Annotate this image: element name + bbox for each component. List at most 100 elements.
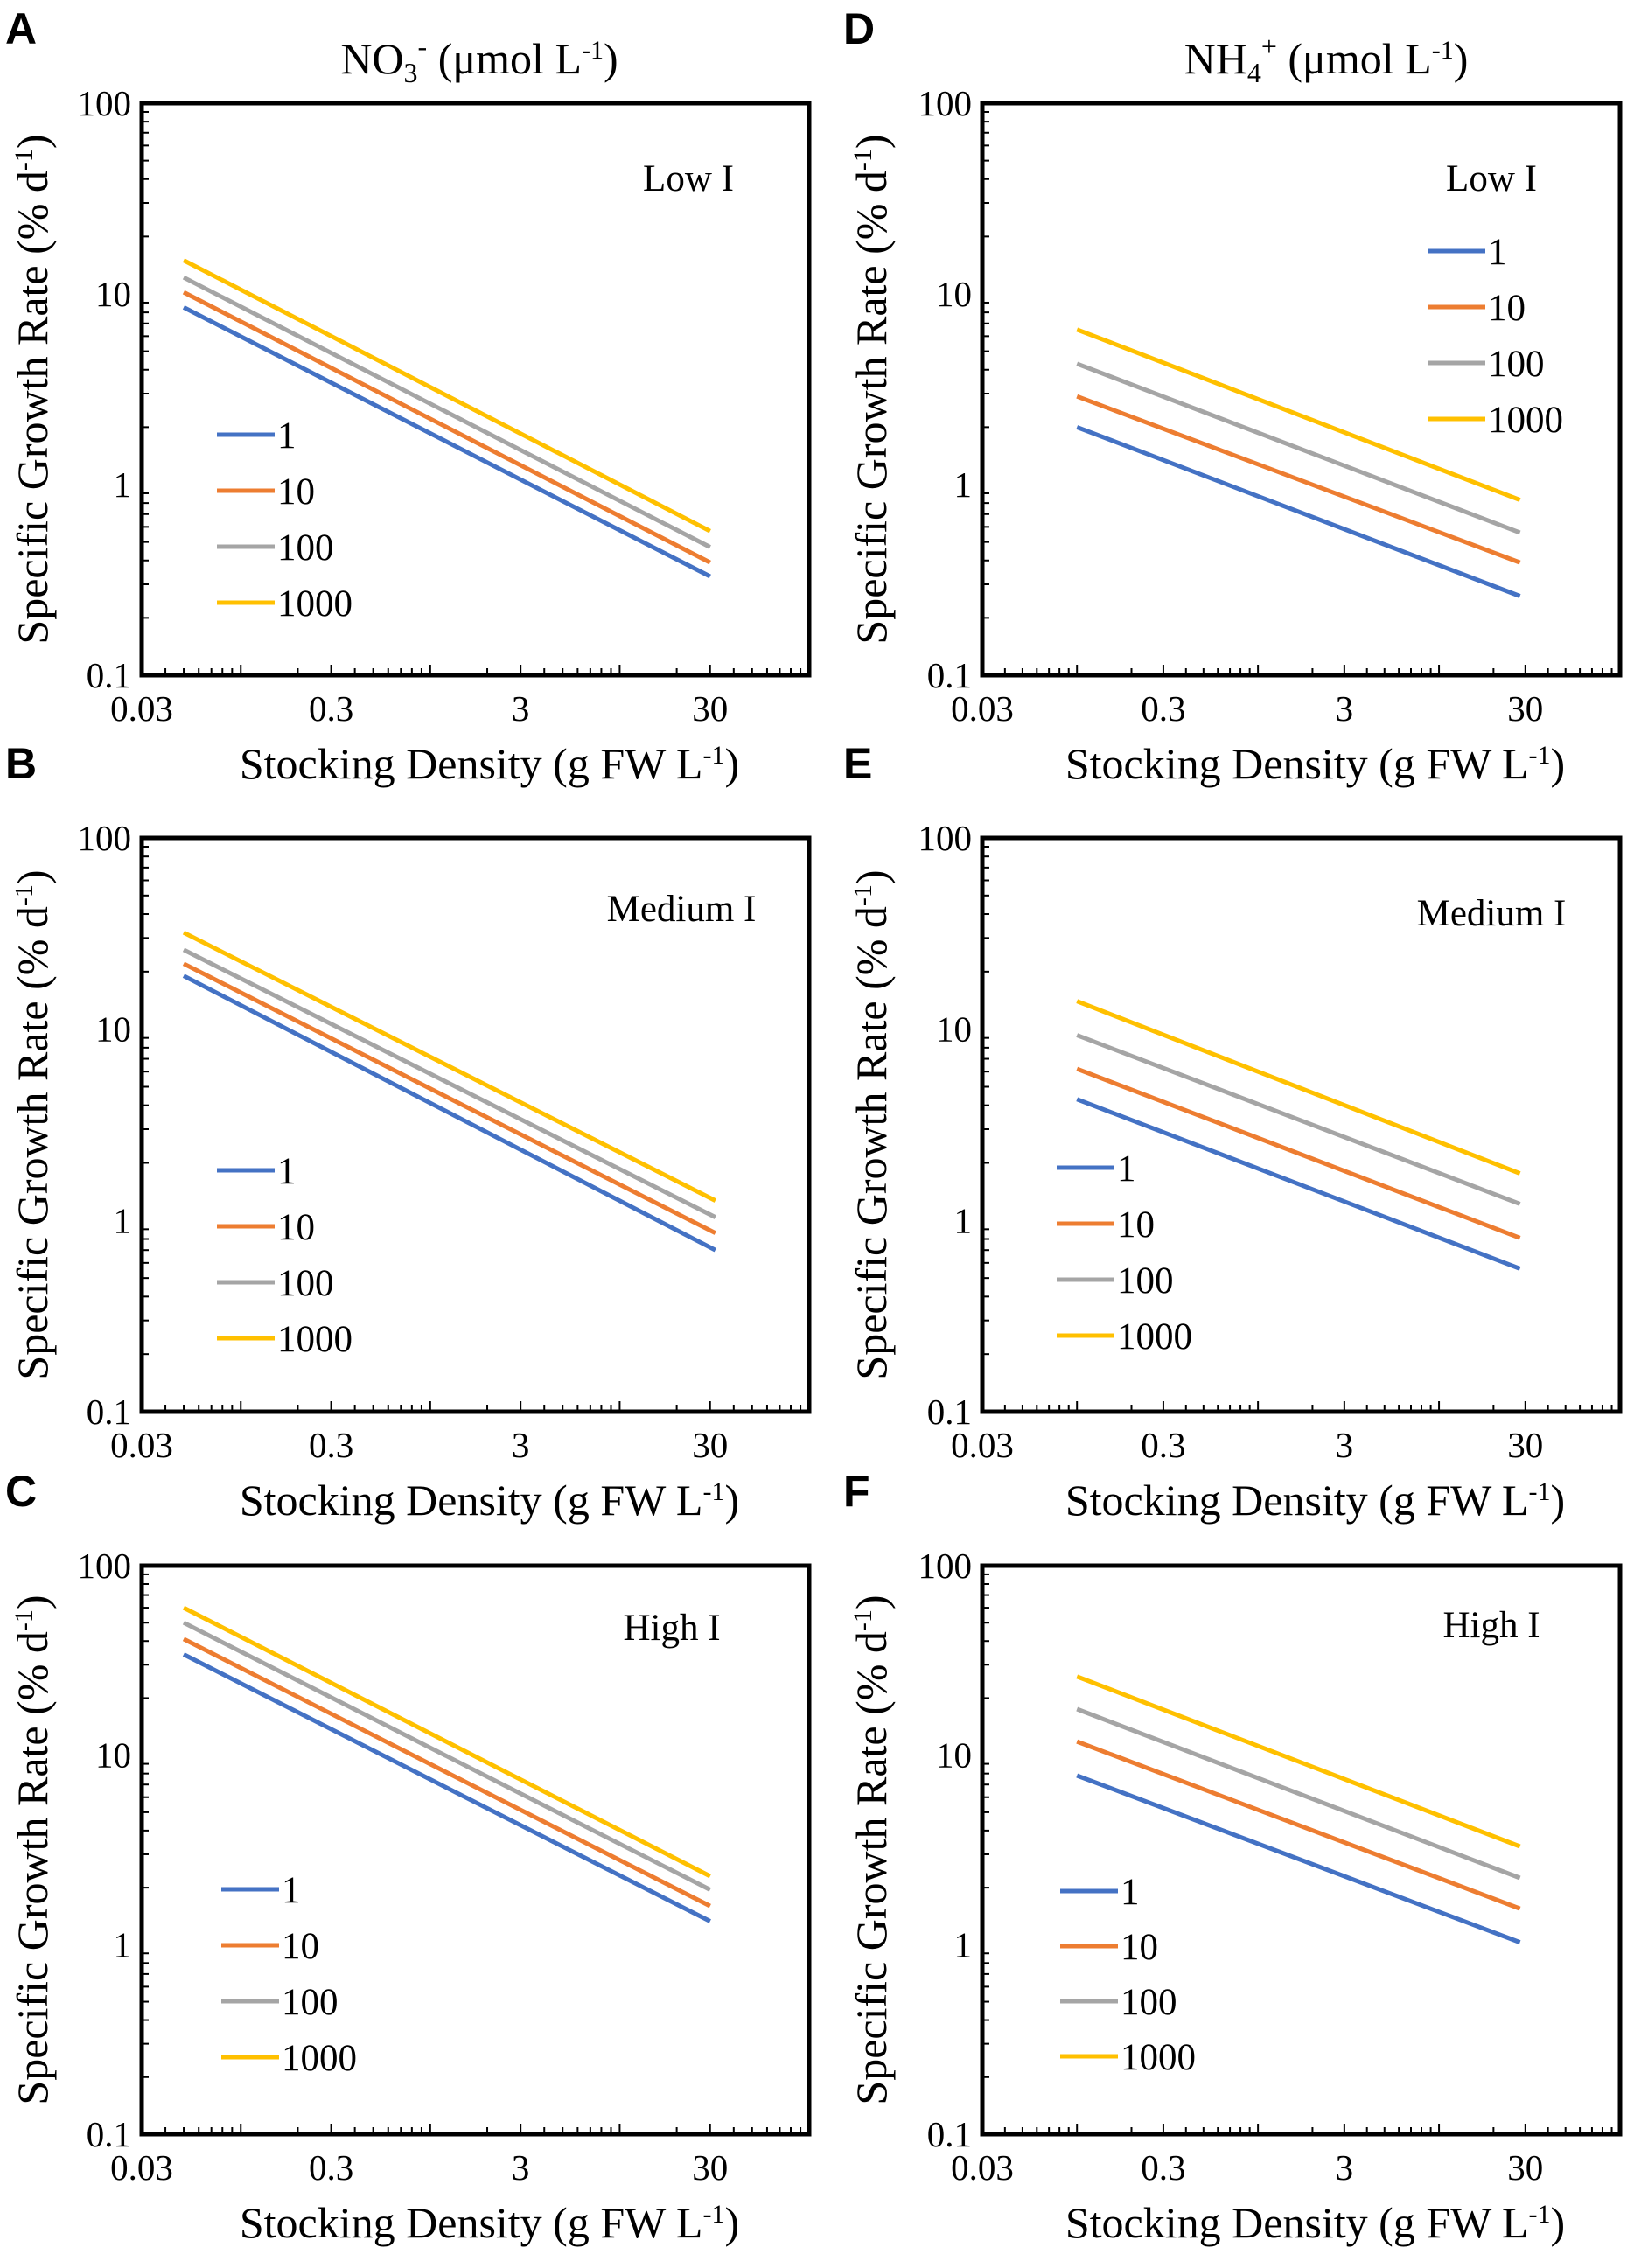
series-line-1 [1076,425,1521,598]
legend-label-10: 10 [282,1926,319,1967]
series-line-10 [1076,1739,1521,1911]
legend-label-1: 1 [1121,1872,1140,1913]
y-tick-label: 100 [78,1546,132,1586]
y-tick-label: 0.1 [87,1392,131,1432]
x-tick-label: 30 [692,1425,728,1465]
legend-label-1000: 1000 [282,2038,357,2079]
light-level-label: Low I [643,158,734,199]
series-line-1000 [182,1605,711,1879]
y-axis-title: Specific Growth Rate (% d-1) [8,1595,57,2104]
y-tick-label: 0.1 [87,655,131,695]
x-axis-title: Stocking Density (g FW L-1) [1065,2198,1565,2247]
y-tick-label: 100 [918,818,973,858]
series-line-1000 [182,258,711,534]
x-tick-label: 3 [512,1425,530,1465]
legend-label-10: 10 [1488,288,1526,329]
legend-label-1000: 1000 [1117,1316,1192,1357]
panel-letter: B [5,739,37,788]
y-tick-label: 100 [918,83,973,123]
y-tick-label: 0.1 [87,2114,131,2154]
series-line-1000 [1076,1674,1521,1849]
x-axis-title: Stocking Density (g FW L-1) [240,2198,739,2247]
panel-a: A 0.03 0.3 3 30 0.1 1 10 100 Low I 1 10 100 1000 Stock… [5,4,812,788]
x-tick-label: 0.03 [951,688,1014,729]
y-axis-title: Specific Growth Rate (% d-1) [8,134,57,644]
legend-label-1: 1 [1488,232,1507,273]
column-title-ammonium: NH4+ (μmol L-1) [1184,31,1469,88]
series-line-1 [1076,1773,1521,1944]
light-level-label: High I [1442,1605,1540,1646]
panel-letter: F [843,1467,870,1516]
x-tick-label: 0.03 [951,2147,1014,2188]
series-line-10 [182,290,711,565]
y-tick-label: 10 [95,274,131,314]
series-line-1000 [182,930,716,1203]
x-tick-label: 3 [1336,1425,1354,1465]
panel-b: B 0.03 0.3 3 30 0.1 1 10 100 Medium I 1 10 100 1000 St… [5,739,812,1525]
x-tick-label: 30 [1507,1425,1543,1465]
x-tick-label: 3 [1336,2147,1354,2188]
series-line-10 [1076,1066,1521,1240]
legend-label-1: 1 [1117,1148,1136,1190]
y-tick-label: 1 [114,1200,132,1240]
x-tick-label: 30 [1507,2147,1543,2188]
y-tick-label: 10 [95,1735,131,1776]
legend-label-1000: 1000 [1121,2037,1196,2078]
panel-letter: A [5,4,37,53]
series-line-100 [182,275,711,549]
legend-label-100: 100 [1488,344,1545,385]
series-line-10 [182,1636,711,1909]
y-tick-label: 0.1 [927,655,972,695]
x-axis-title: Stocking Density (g FW L-1) [240,739,739,788]
legend-label-10: 10 [1121,1927,1158,1968]
light-level-label: Medium I [1417,893,1567,934]
plot-frame [139,101,812,678]
y-tick-label: 1 [114,1924,132,1964]
x-tick-label: 0.03 [951,1425,1014,1465]
plot-frame [980,1563,1623,2137]
legend-label-10: 10 [1117,1204,1155,1246]
y-tick-label: 100 [78,83,132,123]
y-axis-title: Specific Growth Rate (% d-1) [847,1595,896,2104]
plot-frame [980,101,1623,678]
y-tick-label: 10 [936,1009,972,1050]
series-line-100 [182,947,716,1219]
y-axis-title: Specific Growth Rate (% d-1) [847,134,896,644]
x-tick-label: 30 [1507,688,1543,729]
legend-label-1: 1 [277,1151,297,1192]
panel-letter: D [843,4,875,53]
light-level-label: High I [623,1608,720,1649]
y-tick-label: 1 [954,464,973,505]
x-tick-label: 30 [692,2147,728,2188]
panel-letter: C [5,1467,37,1516]
legend-label-1000: 1000 [277,583,353,625]
series-line-100 [1076,361,1521,535]
light-level-label: Medium I [607,889,757,930]
y-tick-label: 10 [936,274,972,314]
column-title-nitrate: NO3- (μmol L-1) [340,31,618,88]
legend-label-10: 10 [277,471,315,513]
y-tick-label: 0.1 [927,1392,972,1432]
legend-label-1: 1 [282,1870,301,1911]
legend-label-100: 100 [277,1263,334,1304]
series-line-1000 [1076,327,1521,502]
x-tick-label: 0.3 [309,2147,353,2188]
series-line-10 [182,961,716,1235]
legend-label-100: 100 [277,527,334,569]
x-tick-label: 3 [1336,688,1354,729]
x-tick-label: 0.3 [1141,688,1185,729]
y-tick-label: 0.1 [927,2114,972,2154]
y-tick-label: 1 [954,1200,973,1240]
x-tick-label: 0.3 [309,688,353,729]
panel-e: E 0.03 0.3 3 30 0.1 1 10 100 Medium I 1 10 100 1000 St… [843,739,1623,1525]
plot-frame [139,835,812,1414]
y-tick-label: 10 [936,1735,972,1776]
plot-frame [139,1563,812,2137]
legend-label-1: 1 [277,415,297,457]
legend-label-100: 100 [1117,1260,1174,1301]
x-tick-label: 0.3 [1141,1425,1185,1465]
legend-label-100: 100 [1121,1982,1177,2023]
series-line-100 [1076,1033,1521,1206]
x-tick-label: 0.03 [110,2147,173,2188]
